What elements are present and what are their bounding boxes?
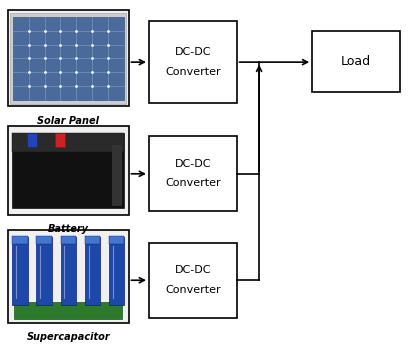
Text: Converter: Converter xyxy=(165,178,221,188)
Bar xyxy=(112,145,122,206)
Bar xyxy=(8,10,129,106)
Bar xyxy=(13,17,124,100)
Bar xyxy=(312,31,400,92)
Bar xyxy=(55,133,65,147)
Bar xyxy=(149,136,237,211)
Bar xyxy=(12,133,124,152)
Text: Converter: Converter xyxy=(165,67,221,77)
Bar xyxy=(10,13,126,104)
Bar xyxy=(36,237,52,305)
Text: Battery: Battery xyxy=(48,224,89,234)
Bar xyxy=(12,237,28,305)
Bar xyxy=(14,302,122,319)
Text: DC-DC: DC-DC xyxy=(175,159,211,169)
Text: Solar Panel: Solar Panel xyxy=(38,116,99,126)
Bar xyxy=(149,21,237,103)
Text: Converter: Converter xyxy=(165,285,221,295)
Bar xyxy=(8,230,129,323)
Bar xyxy=(109,237,124,305)
Text: DC-DC: DC-DC xyxy=(175,265,211,275)
Bar xyxy=(27,133,37,147)
Bar xyxy=(109,236,124,244)
Bar xyxy=(12,133,124,208)
Text: Load: Load xyxy=(341,55,371,68)
Bar xyxy=(85,236,100,244)
Bar xyxy=(8,126,129,215)
Bar xyxy=(60,236,76,244)
Bar xyxy=(60,237,76,305)
Bar xyxy=(149,243,237,318)
Bar xyxy=(85,237,100,305)
Text: DC-DC: DC-DC xyxy=(175,47,211,57)
Bar xyxy=(36,236,52,244)
Text: Supercapacitor: Supercapacitor xyxy=(27,332,110,342)
Bar xyxy=(12,236,28,244)
